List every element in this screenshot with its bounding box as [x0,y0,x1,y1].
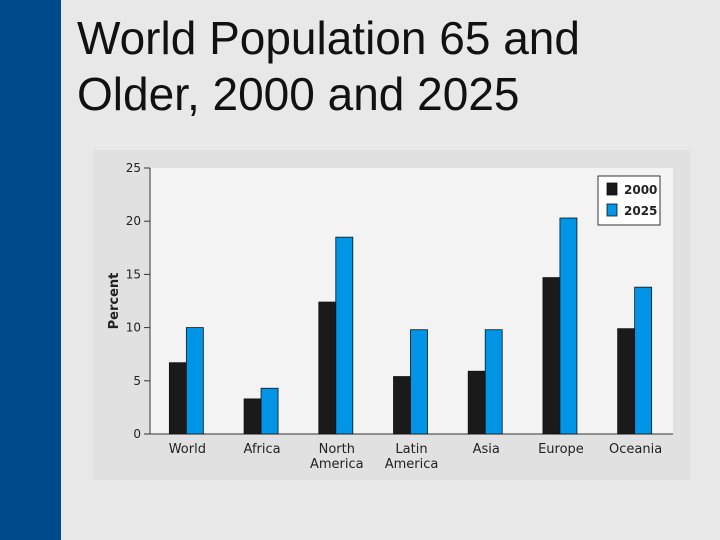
x-tick-label: Africa [244,442,281,457]
legend-swatch-2000 [606,182,618,196]
bar-2000-oceania [617,328,636,435]
bar-2000-north-america [318,301,337,435]
y-tick-label: 5 [133,374,141,388]
y-tick-label: 0 [133,427,141,441]
legend-label-2000: 2000 [624,183,657,197]
bar-2000-asia [467,370,486,435]
y-axis-label: Percent [107,273,122,330]
y-tick-label: 15 [126,267,141,281]
x-tick-label: Oceania [609,442,662,457]
y-tick-label: 10 [126,321,141,335]
slide-title-line-2: Older, 2000 and 2025 [77,68,520,120]
x-tick-label: Asia [473,442,500,457]
bar-2000-europe [542,277,561,435]
x-tick-label: North [319,442,355,457]
bar-2000-africa [243,398,262,435]
y-tick-label: 20 [126,214,141,228]
bar-2025-latin-america [410,329,428,435]
chart-panel: 0 5 10 15 20 25 Percent World Africa North America… [93,150,690,480]
x-tick-label: World [169,442,206,457]
bar-2025-oceania [634,286,653,435]
x-tick-label: America [310,457,364,472]
x-tick-label: Europe [538,442,584,457]
bar-2000-latin-america [393,376,411,435]
y-tick-label: 25 [126,161,141,175]
bar-2025-world [185,327,204,435]
bar-2025-asia [484,329,503,435]
slide-title: World Population 65 and Older, 2000 and … [77,10,697,122]
slide-title-line-1: World Population 65 and [77,12,580,64]
bar-2025-africa [260,387,279,435]
legend-label-2025: 2025 [624,204,657,218]
bar-2025-north-america [335,236,354,435]
legend-swatch-2025 [606,203,618,217]
bar-2025-europe [559,217,578,435]
x-tick-label: America [385,457,439,472]
sidebar-accent [0,0,61,540]
bar-2000-world [168,362,187,435]
x-tick-label: Latin [395,442,427,457]
